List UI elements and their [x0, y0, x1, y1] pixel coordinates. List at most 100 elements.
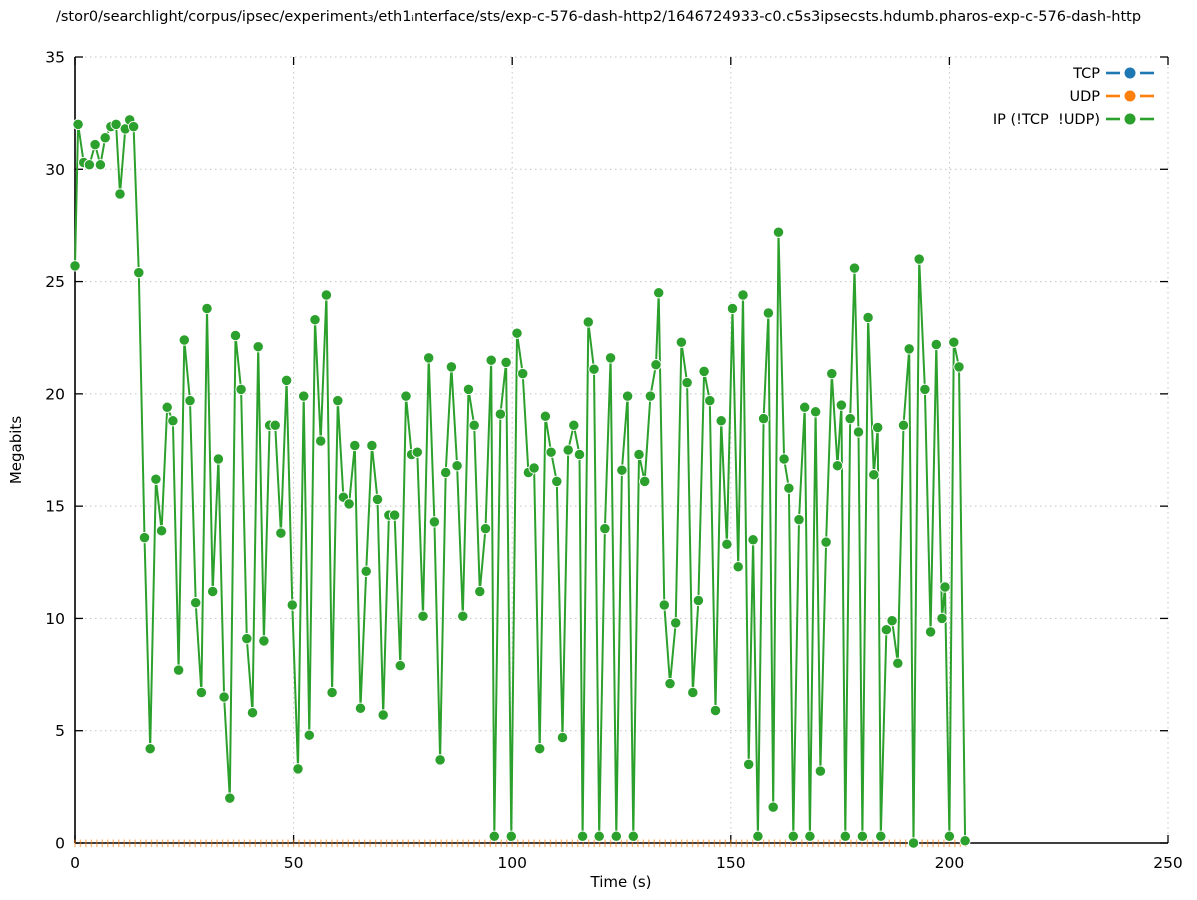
- data-point: [658, 599, 670, 611]
- data-point: [930, 338, 942, 351]
- data-point: [576, 830, 589, 842]
- y-tick-label: 0: [55, 835, 65, 853]
- x-axis-label: Time (s): [590, 873, 652, 891]
- data-point: [417, 610, 429, 622]
- data-point: [844, 412, 856, 425]
- data-point: [616, 464, 628, 476]
- data-point: [366, 439, 378, 452]
- gridlines: [75, 56, 1169, 843]
- tick-labels: 0 5 10 15 20 25 30 35 0 50 100 150 200 250: [45, 49, 1183, 873]
- data-point: [633, 448, 645, 461]
- data-point: [212, 453, 225, 465]
- data-point: [161, 401, 173, 413]
- data-point: [343, 498, 355, 510]
- data-point: [726, 302, 739, 315]
- data-point: [528, 462, 540, 474]
- data-point: [939, 581, 951, 593]
- data-point: [400, 390, 412, 402]
- data-point: [704, 394, 716, 407]
- data-point: [568, 419, 580, 431]
- data-point: [428, 516, 441, 528]
- x-tick-label: 0: [70, 854, 80, 872]
- y-tick-label: 20: [45, 385, 65, 403]
- data-point: [534, 743, 546, 755]
- data-point: [150, 473, 162, 485]
- data-point: [675, 336, 688, 348]
- data-point: [292, 763, 304, 775]
- data-point: [479, 522, 492, 535]
- data-point: [99, 132, 111, 144]
- data-point: [562, 444, 574, 456]
- data-point: [610, 830, 622, 842]
- data-point: [423, 352, 435, 364]
- data-point: [936, 612, 948, 625]
- data-point: [752, 830, 764, 842]
- legend-label-tcp: TCP: [1072, 66, 1100, 82]
- data-point: [377, 709, 389, 721]
- data-point: [354, 702, 367, 714]
- data-point: [172, 664, 185, 676]
- data-point: [551, 475, 563, 488]
- y-tick-label: 5: [55, 722, 65, 740]
- data-point: [653, 287, 665, 299]
- legend-item-tcp: TCP: [1072, 66, 1154, 82]
- data-point: [218, 691, 230, 703]
- data-point: [207, 585, 219, 598]
- y-tick-label: 30: [45, 161, 65, 179]
- data-point: [252, 341, 264, 353]
- data-point: [872, 421, 884, 434]
- data-point: [886, 615, 898, 627]
- data-point: [451, 460, 463, 472]
- data-point: [457, 610, 469, 622]
- data-point: [258, 635, 270, 647]
- legend-item-ip: IP (!TCP !UDP): [993, 112, 1154, 128]
- data-point: [644, 390, 657, 402]
- ip-line: [74, 118, 967, 844]
- data-point: [539, 410, 552, 422]
- data-point: [892, 657, 904, 669]
- data-point: [494, 408, 507, 420]
- data-point: [286, 599, 298, 611]
- data-point: [184, 394, 196, 407]
- legend-marker-tcp: [1124, 67, 1136, 79]
- data-point: [839, 830, 851, 842]
- data-point: [133, 266, 145, 279]
- data-point: [721, 538, 733, 550]
- data-point: [599, 522, 611, 535]
- data-point: [831, 460, 844, 472]
- data-point: [280, 374, 293, 387]
- data-point: [445, 361, 458, 373]
- data-point: [224, 792, 236, 804]
- data-point: [852, 426, 865, 438]
- data-point: [462, 383, 475, 396]
- data-point: [167, 415, 179, 427]
- legend-label-udp: UDP: [1069, 89, 1100, 105]
- legend-item-udp: UDP: [1069, 89, 1154, 105]
- data-point: [650, 359, 662, 371]
- data-point: [388, 509, 401, 521]
- data-point: [664, 677, 676, 690]
- data-point: [924, 626, 937, 638]
- data-point: [138, 531, 151, 544]
- data-point: [500, 356, 512, 369]
- data-point: [72, 118, 84, 131]
- data-point: [698, 365, 710, 378]
- x-tick-label: 100: [497, 854, 527, 872]
- data-point: [582, 316, 594, 328]
- data-point: [862, 311, 874, 324]
- data-point: [903, 343, 915, 355]
- data-point: [880, 624, 893, 636]
- data-point: [303, 729, 315, 741]
- data-point: [69, 260, 81, 272]
- data-point: [201, 302, 213, 315]
- data-point: [94, 159, 107, 171]
- data-point: [229, 329, 242, 342]
- data-point: [943, 830, 956, 842]
- data-point: [687, 686, 699, 699]
- data-point: [588, 363, 600, 375]
- y-tick-label: 35: [45, 49, 65, 67]
- data-point: [787, 830, 799, 842]
- data-point: [692, 594, 705, 607]
- data-point: [485, 354, 497, 366]
